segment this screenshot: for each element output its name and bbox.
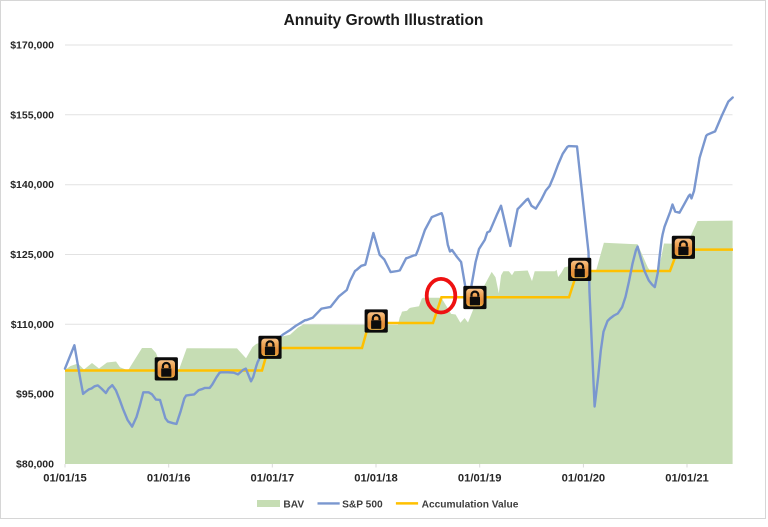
svg-text:$170,000: $170,000 [10,40,54,52]
svg-text:$110,000: $110,000 [11,319,54,331]
svg-text:01/01/16: 01/01/16 [147,473,191,485]
svg-text:01/01/15: 01/01/15 [43,473,87,485]
svg-text:$80,000: $80,000 [16,459,54,471]
svg-text:$140,000: $140,000 [10,179,54,191]
svg-text:$125,000: $125,000 [10,249,54,261]
svg-text:01/01/17: 01/01/17 [251,473,295,485]
svg-text:01/01/18: 01/01/18 [354,473,398,485]
svg-text:$95,000: $95,000 [16,389,54,401]
svg-text:S&P 500: S&P 500 [342,500,383,511]
svg-text:01/01/20: 01/01/20 [562,473,606,485]
svg-text:01/01/21: 01/01/21 [665,473,709,485]
svg-text:Annuity Growth Illustration: Annuity Growth Illustration [284,12,484,29]
svg-text:BAV: BAV [283,500,304,511]
svg-text:$155,000: $155,000 [10,109,54,121]
svg-text:01/01/19: 01/01/19 [458,473,502,485]
svg-text:Accumulation Value: Accumulation Value [422,500,519,511]
